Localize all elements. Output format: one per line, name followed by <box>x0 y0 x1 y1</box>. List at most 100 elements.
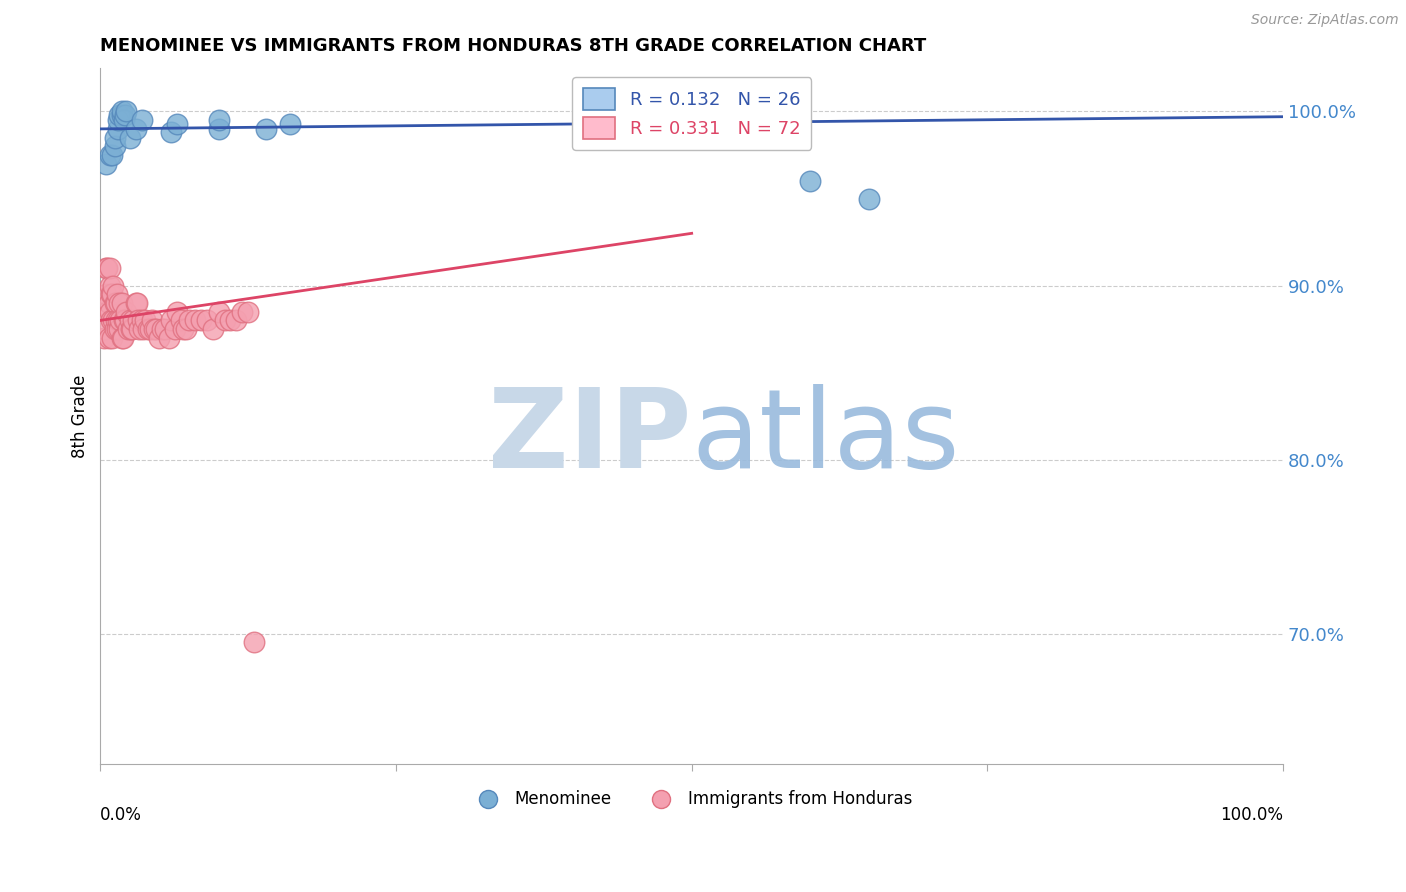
Point <box>163 322 186 336</box>
Point <box>94 322 117 336</box>
Point <box>254 121 277 136</box>
Point <box>108 108 131 122</box>
Point <box>98 148 121 162</box>
Point <box>110 313 132 327</box>
Point <box>207 113 229 128</box>
Point <box>172 322 194 336</box>
Point <box>195 313 218 327</box>
Point <box>97 296 120 310</box>
Point <box>101 287 124 301</box>
Point <box>128 322 150 336</box>
Point <box>231 304 253 318</box>
Point <box>111 108 134 122</box>
Point <box>177 313 200 327</box>
Point <box>103 130 125 145</box>
Point <box>98 304 121 318</box>
Point <box>166 117 188 131</box>
Point <box>160 125 183 139</box>
Point <box>101 148 124 162</box>
Point <box>96 157 118 171</box>
Point <box>170 313 193 327</box>
Point <box>145 322 167 336</box>
Point <box>111 104 134 119</box>
Point <box>160 313 183 327</box>
Point <box>96 261 118 276</box>
Point <box>134 313 156 327</box>
Y-axis label: 8th Grade: 8th Grade <box>72 375 89 458</box>
Point <box>142 322 165 336</box>
Point <box>166 304 188 318</box>
Point <box>243 635 266 649</box>
Point <box>148 331 170 345</box>
Point <box>207 121 229 136</box>
Point <box>127 313 149 327</box>
Text: 0.0%: 0.0% <box>100 806 142 824</box>
Point <box>201 322 224 336</box>
Point <box>115 104 138 119</box>
Point <box>108 322 131 336</box>
Point <box>190 313 212 327</box>
Point <box>118 313 141 327</box>
Point <box>107 313 129 327</box>
Point <box>121 322 143 336</box>
Point <box>112 313 135 327</box>
Point <box>150 322 173 336</box>
Point <box>799 174 821 188</box>
Point <box>118 130 141 145</box>
Point <box>131 313 153 327</box>
Point <box>103 313 125 327</box>
Point <box>141 313 163 327</box>
Point <box>103 139 125 153</box>
Point <box>111 331 134 345</box>
Point <box>114 313 136 327</box>
Point <box>107 121 129 136</box>
Point <box>704 121 727 136</box>
Point <box>131 113 153 128</box>
Point <box>125 296 148 310</box>
Point <box>103 296 125 310</box>
Point <box>136 322 159 336</box>
Text: ZIP: ZIP <box>488 384 692 491</box>
Point <box>125 121 148 136</box>
Point <box>114 108 136 122</box>
Point <box>115 304 138 318</box>
Text: Source: ZipAtlas.com: Source: ZipAtlas.com <box>1251 13 1399 28</box>
Point <box>105 322 128 336</box>
Point <box>225 313 247 327</box>
Text: atlas: atlas <box>692 384 960 491</box>
Point <box>157 331 180 345</box>
Point <box>105 287 128 301</box>
Point <box>155 322 177 336</box>
Point <box>858 192 880 206</box>
Text: MENOMINEE VS IMMIGRANTS FROM HONDURAS 8TH GRADE CORRELATION CHART: MENOMINEE VS IMMIGRANTS FROM HONDURAS 8T… <box>100 37 927 55</box>
Point <box>111 331 134 345</box>
Point <box>108 296 131 310</box>
Point <box>122 313 145 327</box>
Point <box>100 287 122 301</box>
Point <box>98 261 121 276</box>
Point <box>120 322 142 336</box>
Point <box>98 278 121 293</box>
Point <box>219 313 242 327</box>
Point <box>96 304 118 318</box>
Point <box>174 322 197 336</box>
Point <box>125 296 148 310</box>
Point <box>207 304 229 318</box>
Point <box>112 113 135 128</box>
Point <box>101 331 124 345</box>
Legend: Menominee, Immigrants from Honduras: Menominee, Immigrants from Honduras <box>464 784 920 815</box>
Point <box>103 322 125 336</box>
Point <box>96 287 118 301</box>
Point <box>278 117 301 131</box>
Point <box>139 322 162 336</box>
Text: 100.0%: 100.0% <box>1220 806 1284 824</box>
Point <box>117 322 139 336</box>
Point <box>657 117 679 131</box>
Point <box>104 313 127 327</box>
Point <box>100 313 122 327</box>
Point <box>93 331 115 345</box>
Point <box>132 322 155 336</box>
Point <box>184 313 207 327</box>
Point <box>111 296 134 310</box>
Point <box>103 278 125 293</box>
